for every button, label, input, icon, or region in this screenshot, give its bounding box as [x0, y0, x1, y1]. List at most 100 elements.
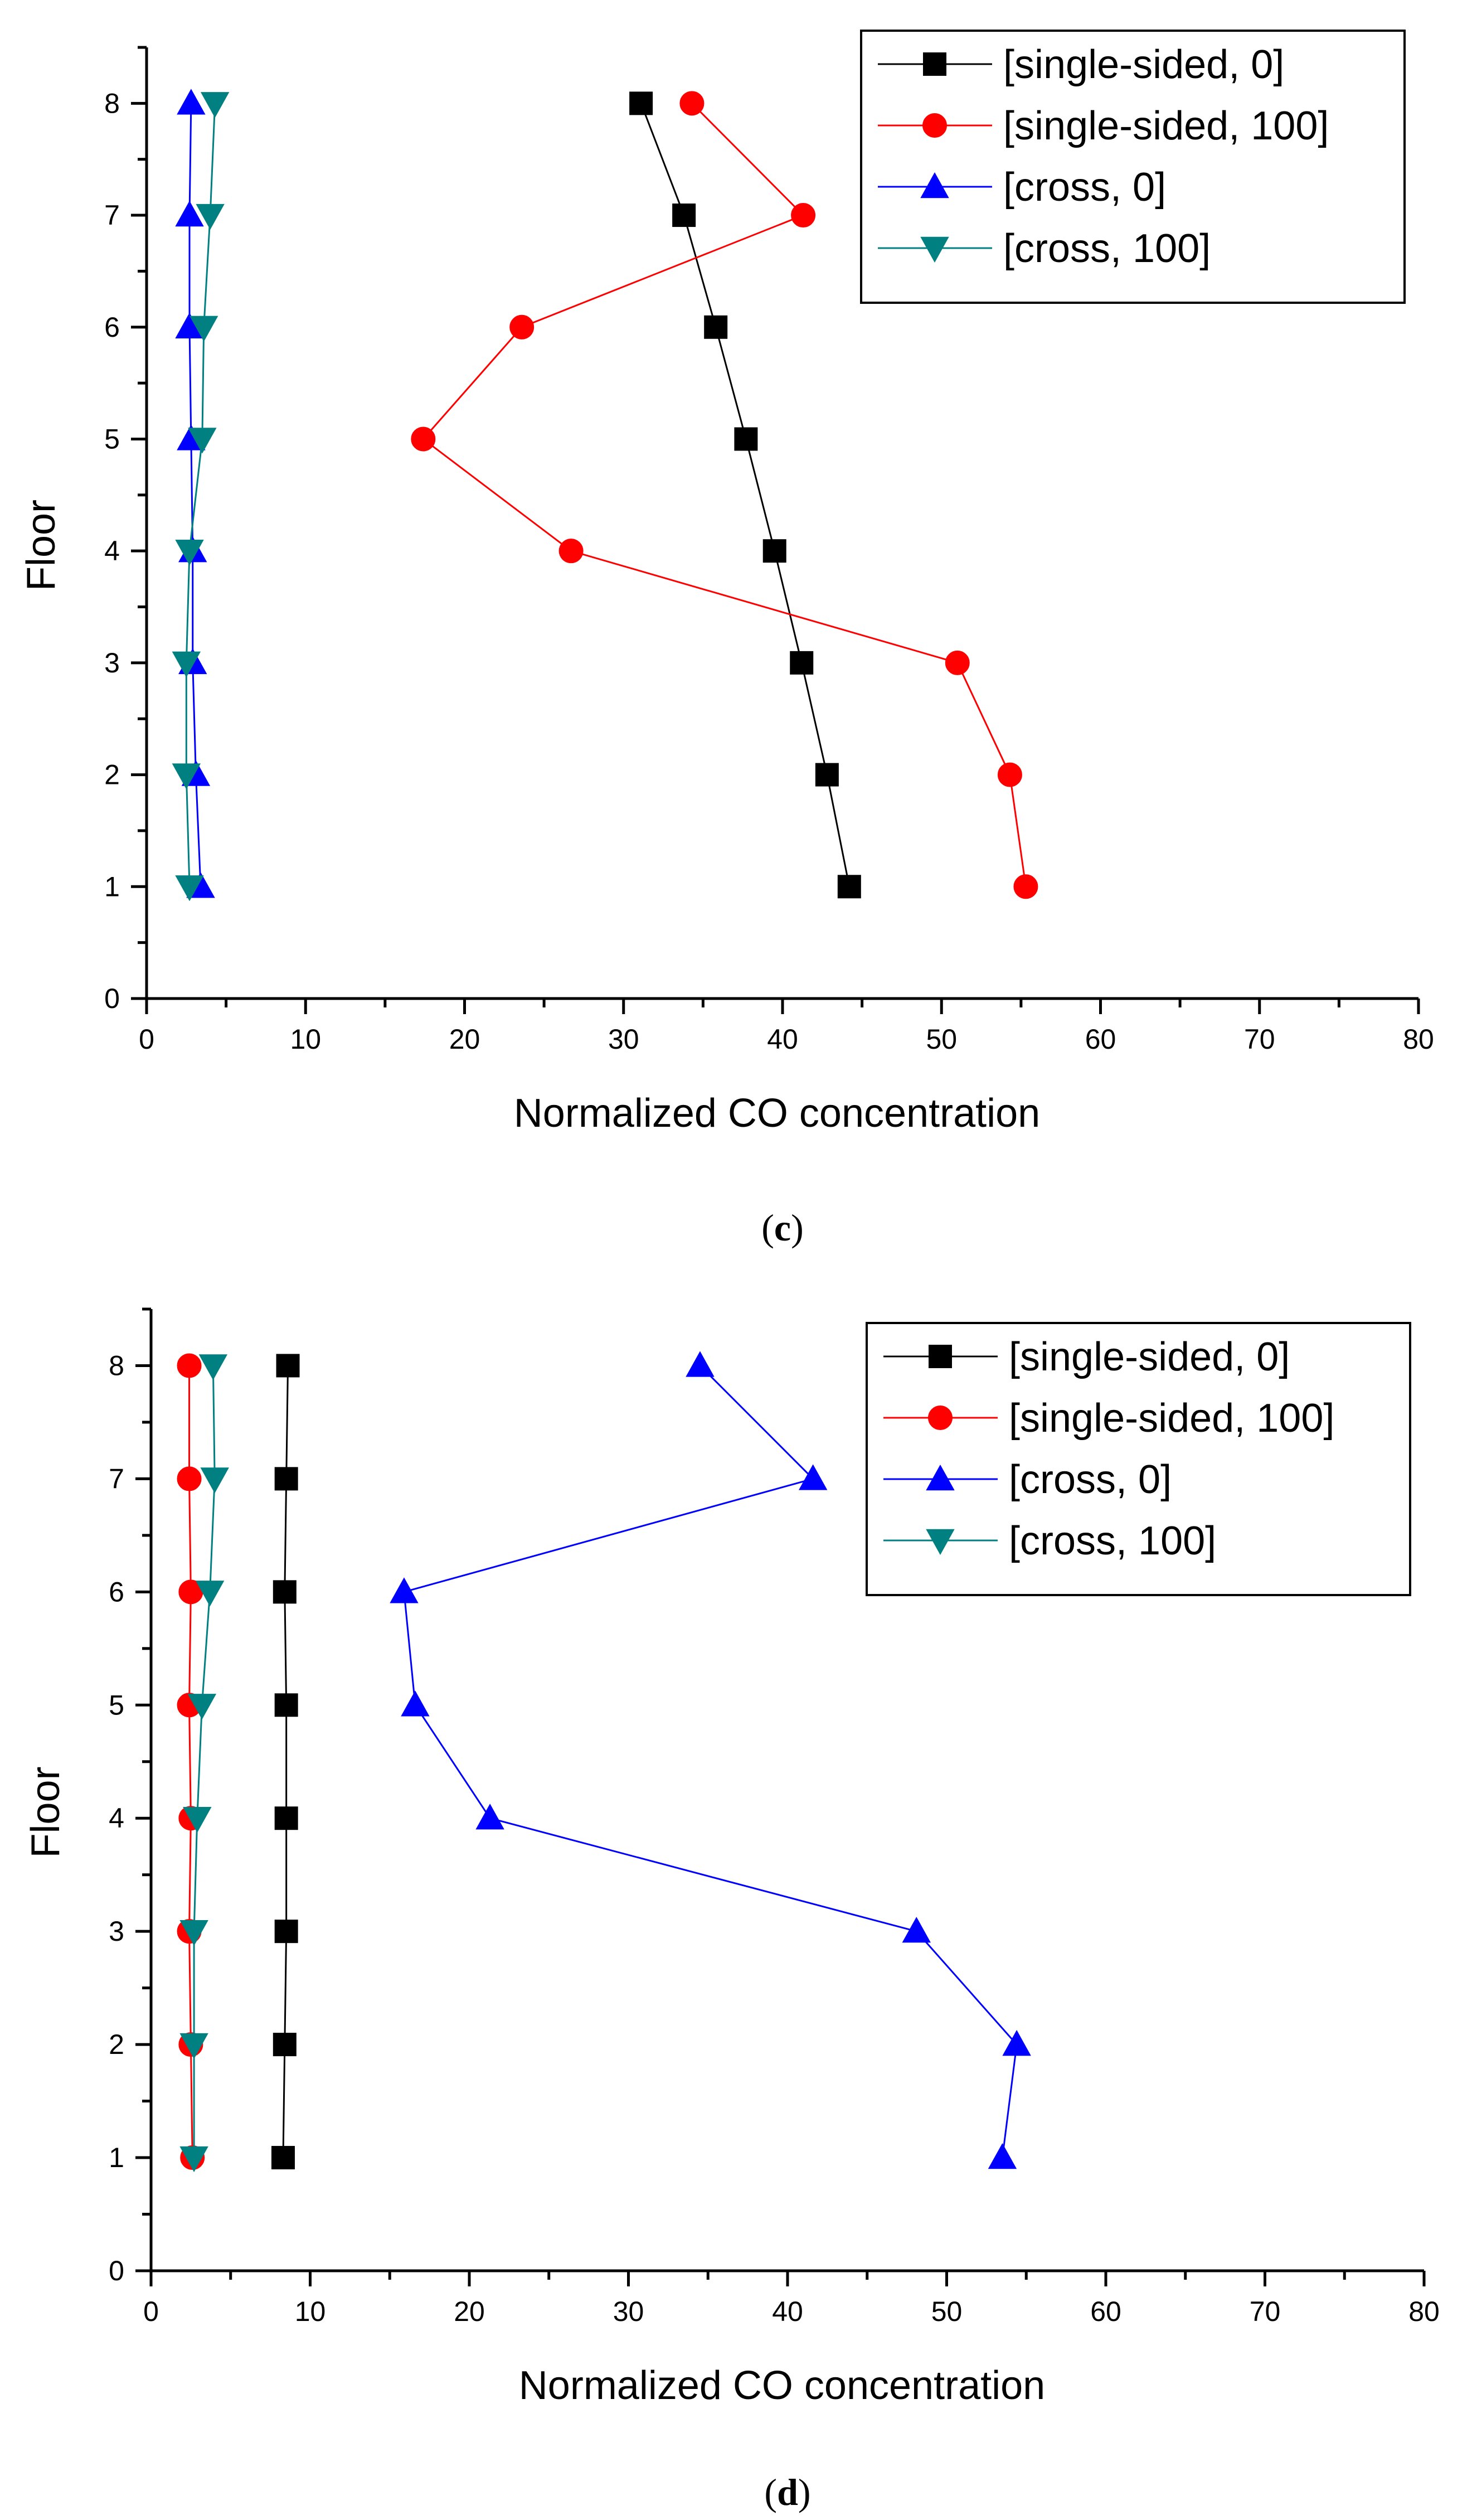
data-point: [198, 1354, 228, 1380]
y-tick-label: 7: [109, 1463, 124, 1494]
data-point: [175, 875, 204, 902]
chart-panel-c: 0 10 20 30 40 50 60 70 80 0 1 2 3 4 5 6 7 8 Normalized CO …: [19, 30, 1434, 1249]
data-point: [271, 2146, 295, 2170]
series-line: [403, 1365, 1018, 2158]
legend-label: [cross, 100]: [1009, 1519, 1216, 1563]
x-tick-label: 80: [1408, 2296, 1440, 2327]
data-point: [274, 1693, 298, 1717]
series-line: [188, 1365, 193, 2158]
y-tick-label: 5: [104, 423, 120, 454]
x-tick-label: 70: [1250, 2296, 1281, 2327]
x-tick-label: 70: [1244, 1024, 1275, 1055]
legend-label: [single-sided, 0]: [1003, 42, 1284, 87]
series-line: [193, 1365, 216, 2158]
legend-marker: [926, 1464, 955, 1491]
y-tick-label: 3: [109, 1916, 124, 1947]
legend-marker: [920, 172, 949, 198]
data-point: [276, 1354, 300, 1378]
x-tick-label: 60: [1085, 1024, 1116, 1055]
data-point: [172, 763, 201, 789]
data-point: [196, 203, 225, 230]
y-tick-label: 5: [109, 1689, 124, 1721]
data-point: [411, 427, 436, 452]
x-tick-label: 20: [454, 2296, 485, 2327]
x-tick-label: 80: [1403, 1024, 1434, 1055]
data-point: [672, 203, 696, 227]
x-tick-label: 0: [139, 1024, 154, 1055]
y-tick-label: 0: [109, 2255, 124, 2286]
data-point: [475, 1804, 504, 1830]
y-tick-label: 2: [109, 2029, 124, 2060]
data-point: [902, 1917, 931, 1943]
data-point: [273, 1580, 297, 1604]
data-point: [177, 1466, 202, 1491]
legend-label: [single-sided, 100]: [1003, 104, 1329, 148]
y-axis-title: Floor: [19, 500, 64, 591]
data-point: [988, 2143, 1017, 2169]
legend-marker: [922, 113, 947, 138]
data-point: [686, 1351, 715, 1377]
x-tick-label: 40: [772, 2296, 803, 2327]
x-tick-label: 40: [767, 1024, 798, 1055]
data-point: [189, 316, 218, 342]
data-point: [997, 762, 1022, 787]
data-point: [187, 1694, 217, 1720]
x-tick-label: 0: [143, 2296, 159, 2327]
x-tick-label: 30: [613, 2296, 644, 2327]
data-point: [179, 2033, 208, 2059]
data-point: [762, 539, 786, 563]
caption-paren-close: ): [791, 1206, 804, 1249]
legend-marker: [929, 1345, 952, 1368]
caption-paren-open: (: [761, 1206, 774, 1249]
legend-box: [860, 30, 1406, 304]
series-line: [185, 103, 216, 887]
data-point: [175, 200, 204, 227]
x-tick-label: 10: [290, 1024, 321, 1055]
y-tick-label: 0: [104, 983, 120, 1014]
series-line: [640, 103, 851, 887]
y-tick-label: 1: [104, 871, 120, 902]
data-point: [177, 1353, 202, 1378]
series-line: [188, 103, 202, 887]
caption-letter: d: [777, 2471, 798, 2513]
data-point: [704, 315, 728, 339]
x-tick-label: 10: [295, 2296, 326, 2327]
legend-label: [cross, 0]: [1003, 165, 1166, 210]
legend-label: [single-sided, 100]: [1009, 1396, 1334, 1441]
y-tick-label: 7: [104, 200, 120, 231]
data-point: [734, 427, 758, 451]
legend-marker: [920, 236, 949, 263]
data-point: [837, 875, 861, 899]
data-point: [791, 203, 816, 228]
x-tick-label: 50: [931, 2296, 963, 2327]
y-axis-title: Floor: [23, 1766, 68, 1858]
y-tick-label: 4: [104, 535, 120, 566]
data-point: [179, 1920, 208, 1946]
legend-label: [cross, 100]: [1003, 226, 1211, 271]
y-tick-label: 6: [109, 1576, 124, 1607]
y-tick-label: 3: [104, 647, 120, 679]
data-point: [195, 1581, 225, 1607]
legend-marker: [926, 1529, 955, 1555]
data-point: [273, 2033, 297, 2057]
legend: [single-sided, 0] [single-sided, 100] [cro…: [866, 1322, 1411, 1596]
data-point: [274, 1806, 298, 1830]
data-point: [390, 1577, 419, 1603]
x-tick-label: 30: [608, 1024, 639, 1055]
data-point: [274, 1467, 298, 1491]
series-line: [422, 103, 1027, 887]
y-tick-label: 1: [109, 2142, 124, 2173]
data-point: [815, 763, 839, 787]
data-point: [200, 92, 230, 118]
legend: [single-sided, 0] [single-sided, 100] [cro…: [860, 30, 1406, 304]
caption-paren-open: (: [764, 2471, 777, 2513]
y-tick-label: 4: [109, 1802, 124, 1834]
data-point: [274, 1920, 298, 1944]
data-point: [679, 91, 705, 116]
legend-marker: [928, 1406, 953, 1430]
x-tick-label: 50: [926, 1024, 957, 1055]
data-point: [175, 539, 204, 566]
data-point: [798, 1464, 828, 1490]
y-tick-label: 8: [109, 1350, 124, 1381]
